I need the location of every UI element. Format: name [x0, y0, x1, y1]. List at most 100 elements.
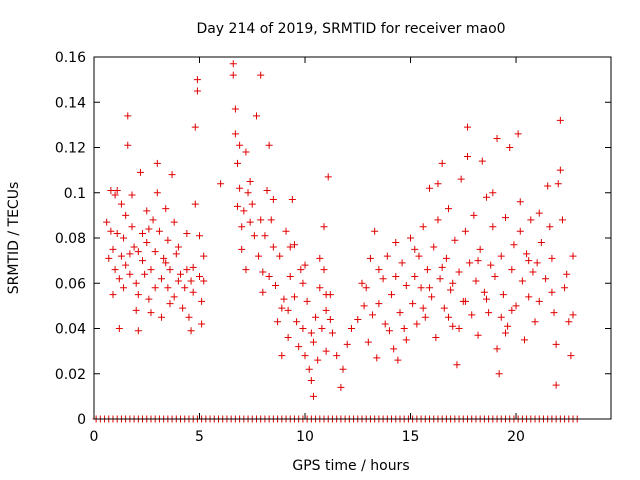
data-point — [274, 318, 282, 326]
data-point — [445, 205, 453, 213]
data-point — [250, 232, 258, 240]
data-point — [535, 209, 543, 217]
data-point — [558, 216, 566, 224]
data-point — [158, 275, 166, 283]
data-point — [430, 243, 438, 251]
data-point — [508, 266, 516, 274]
data-point — [276, 252, 284, 260]
data-point — [147, 309, 155, 317]
x-tick-label: 5 — [195, 429, 204, 445]
data-point — [143, 239, 151, 247]
data-point — [324, 173, 332, 181]
data-point — [196, 272, 204, 280]
y-tick-label: 0.12 — [55, 141, 86, 157]
data-point — [464, 123, 472, 131]
data-point — [168, 171, 176, 179]
data-point — [501, 329, 509, 337]
data-point — [246, 218, 254, 226]
data-point — [217, 180, 225, 188]
data-point — [434, 180, 442, 188]
data-point — [322, 291, 330, 299]
data-point — [362, 284, 370, 292]
data-point — [307, 329, 315, 337]
data-point — [181, 284, 189, 292]
data-point — [151, 248, 159, 256]
data-point — [542, 275, 550, 283]
data-point — [426, 284, 434, 292]
data-point — [531, 318, 539, 326]
data-point — [516, 227, 524, 235]
data-point — [474, 331, 482, 339]
data-point — [383, 252, 391, 260]
data-point — [409, 300, 417, 308]
data-point — [139, 257, 147, 265]
data-point — [314, 356, 322, 364]
data-point — [189, 288, 197, 296]
data-point — [497, 252, 505, 260]
data-point — [103, 218, 111, 226]
data-point — [565, 318, 573, 326]
data-point — [445, 313, 453, 321]
data-point — [143, 207, 151, 215]
data-point — [284, 306, 292, 314]
data-point — [187, 277, 195, 285]
data-point — [369, 311, 377, 319]
data-point — [495, 370, 503, 378]
data-point — [164, 236, 172, 244]
data-point — [166, 266, 174, 274]
x-tick-label: 0 — [90, 429, 99, 445]
data-point — [242, 266, 250, 274]
data-point — [411, 245, 419, 253]
data-point — [371, 227, 379, 235]
y-tick-label: 0.06 — [55, 276, 86, 292]
data-point — [299, 279, 307, 287]
data-point — [172, 250, 180, 258]
data-point — [147, 266, 155, 274]
data-point — [238, 245, 246, 253]
data-point — [229, 60, 237, 68]
data-point — [183, 266, 191, 274]
data-point — [290, 293, 298, 301]
data-point — [130, 243, 138, 251]
data-point — [166, 300, 174, 308]
data-point — [407, 234, 415, 242]
data-point — [548, 254, 556, 262]
data-point — [544, 182, 552, 190]
data-point — [155, 227, 163, 235]
data-point — [278, 304, 286, 312]
data-point — [567, 352, 575, 360]
plot-frame — [93, 56, 612, 420]
data-point — [187, 327, 195, 335]
data-point — [122, 261, 130, 269]
data-point — [290, 241, 298, 249]
data-point — [569, 252, 577, 260]
x-tick-label: 15 — [402, 429, 420, 445]
data-point — [375, 266, 383, 274]
data-point — [347, 325, 355, 332]
data-point — [303, 297, 311, 305]
data-point — [301, 261, 309, 269]
data-point — [229, 71, 237, 79]
data-point — [257, 216, 265, 224]
data-point — [455, 268, 463, 276]
data-point — [339, 365, 347, 373]
data-point — [293, 318, 301, 326]
data-point — [113, 186, 121, 194]
data-point — [288, 196, 296, 204]
data-point — [134, 248, 142, 256]
data-point — [442, 254, 450, 262]
data-point — [428, 293, 436, 301]
data-point — [233, 159, 241, 167]
data-point — [447, 286, 455, 294]
data-point — [198, 297, 206, 305]
data-point — [312, 313, 320, 321]
data-point — [318, 325, 326, 332]
data-point — [271, 282, 279, 290]
data-point — [134, 327, 142, 335]
data-point — [419, 304, 427, 312]
data-point — [244, 189, 252, 197]
data-point — [510, 241, 518, 249]
data-point — [236, 184, 244, 192]
data-point — [145, 225, 153, 233]
data-point — [191, 123, 199, 131]
